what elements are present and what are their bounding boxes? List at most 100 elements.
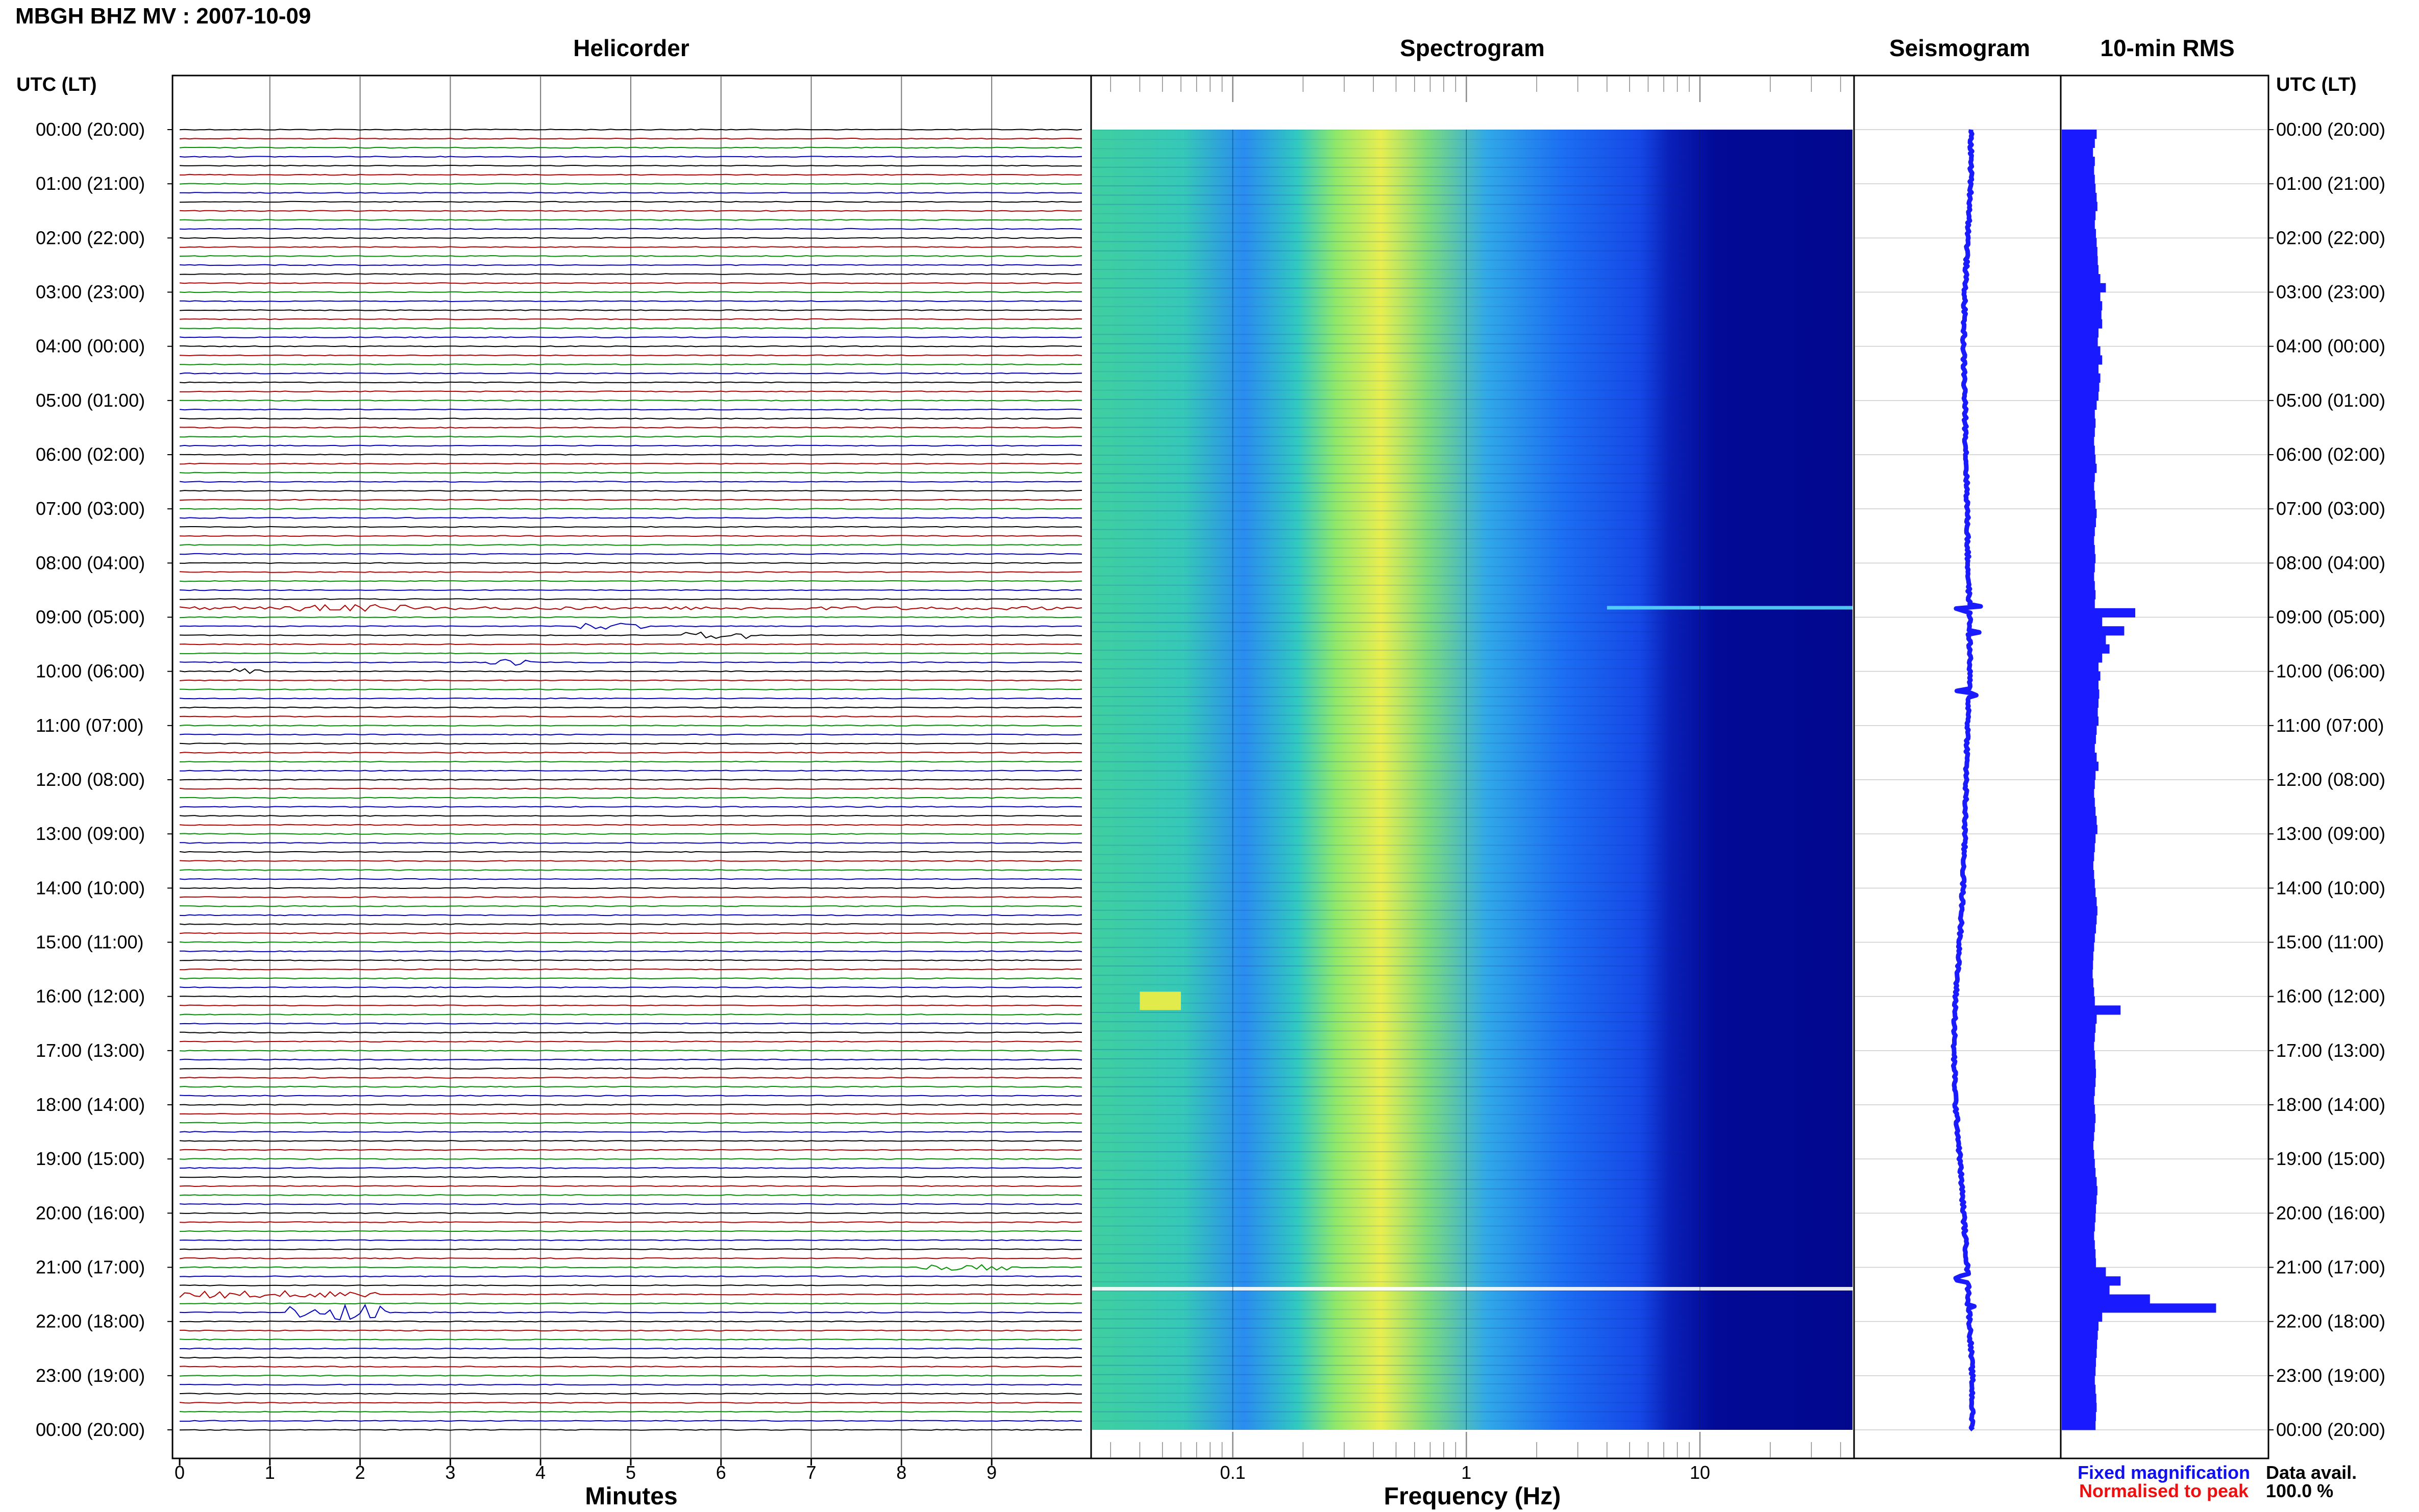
helicorder-trace <box>179 1303 1082 1321</box>
rms-bar <box>2062 942 2094 952</box>
helicorder-trace <box>179 995 1082 998</box>
rms-bar <box>2062 337 2098 347</box>
rms-bar <box>2062 274 2101 284</box>
spectrogram-bright-patch <box>1092 1286 1853 1291</box>
spectrogram-time-striation <box>1092 807 1686 809</box>
rms-bar <box>2062 635 2106 645</box>
legend-fixed-magnification: Fixed magnification <box>2078 1462 2250 1483</box>
seismogram-title: Seismogram <box>1889 35 2030 61</box>
time-label-right: 19:00 (15:00) <box>2276 1148 2385 1169</box>
spectrogram-time-striation <box>1092 176 1686 177</box>
helicorder-trace <box>179 219 1082 221</box>
spectrogram-time-striation <box>1092 984 1686 985</box>
spectrogram-time-striation <box>1092 1049 1686 1050</box>
spectrogram-time-striation <box>1092 873 1686 874</box>
spectrogram-time-striation <box>1092 1142 1686 1143</box>
rms-bar <box>2062 301 2103 311</box>
rms-bar <box>2062 888 2096 898</box>
rms-bar <box>2062 1384 2096 1394</box>
helicorder-trace <box>179 1275 1082 1278</box>
helicorder-xtick-label: 6 <box>716 1462 726 1483</box>
helicorder-trace <box>179 1356 1082 1359</box>
helicorder-trace <box>179 1194 1082 1196</box>
time-label-left: 14:00 (10:00) <box>36 877 145 898</box>
spectrogram-time-striation <box>1092 1309 1686 1310</box>
time-label-right: 10:00 (06:00) <box>2276 661 2385 682</box>
time-label-right: 00:00 (20:00) <box>2276 119 2385 140</box>
helicorder-trace <box>179 706 1082 709</box>
helicorder-trace <box>179 472 1082 474</box>
rms-bar <box>2062 743 2095 753</box>
rms-bar <box>2062 852 2094 861</box>
spectrogram-time-striation <box>1092 1021 1686 1023</box>
rms-bar <box>2062 1394 2096 1403</box>
spectrogram-time-striation <box>1092 761 1686 762</box>
time-label-left: 02:00 (22:00) <box>36 227 145 248</box>
helicorder-trace <box>179 1212 1082 1214</box>
time-label-right: 00:00 (20:00) <box>2276 1419 2385 1440</box>
helicorder-trace <box>179 535 1082 537</box>
spectrogram-time-striation <box>1092 1402 1686 1403</box>
rms-bar <box>2062 626 2125 636</box>
rms-bar <box>2062 1213 2096 1223</box>
rms-bar <box>2062 328 2099 338</box>
helicorder-trace <box>179 752 1082 754</box>
seismogram-frame <box>1853 75 2062 1459</box>
rms-bar <box>2062 1096 2094 1105</box>
rms-bar <box>2062 256 2098 265</box>
rms-bar <box>2062 364 2099 374</box>
helicorder-trace <box>179 1077 1082 1079</box>
rms-bar <box>2062 157 2095 166</box>
spectrogram-time-striation <box>1092 650 1686 651</box>
helicorder-trace <box>179 806 1082 808</box>
helicorder-trace <box>179 923 1082 925</box>
rms-bar <box>2062 473 2095 482</box>
spectrogram-time-striation <box>1092 733 1686 734</box>
helicorder-trace <box>179 1031 1082 1034</box>
rms-bar <box>2062 436 2094 446</box>
spectrogram-time-striation <box>1092 1374 1686 1375</box>
time-label-left: 05:00 (01:00) <box>36 390 145 411</box>
rms-bar <box>2062 662 2099 672</box>
rms-bar <box>2062 608 2135 617</box>
time-label-left: 08:00 (04:00) <box>36 552 145 573</box>
rms-bar <box>2062 716 2099 726</box>
time-label-right: 23:00 (19:00) <box>2276 1365 2385 1386</box>
spectrogram-time-striation <box>1092 1068 1686 1069</box>
spectrogram-time-striation <box>1092 557 1686 558</box>
helicorder-trace <box>179 1068 1082 1070</box>
spectrogram-time-striation <box>1092 482 1686 484</box>
time-label-right: 02:00 (22:00) <box>2276 227 2385 248</box>
rms-bar <box>2062 915 2097 925</box>
rms-bar <box>2062 861 2093 871</box>
helicorder-trace <box>179 1366 1082 1368</box>
helicorder-trace <box>179 1040 1082 1043</box>
helicorder-trace <box>179 1429 1082 1431</box>
time-label-right: 01:00 (21:00) <box>2276 173 2385 194</box>
helicorder-trace <box>179 1022 1082 1025</box>
spectrogram-time-striation <box>1092 1420 1686 1422</box>
rms-bar <box>2062 1069 2096 1078</box>
spectrogram-time-striation <box>1092 612 1686 614</box>
helicorder-xtick-label: 5 <box>626 1462 636 1483</box>
spectrogram-time-striation <box>1092 1300 1686 1301</box>
helicorder-trace <box>179 896 1082 898</box>
spectrogram-time-striation <box>1092 631 1686 632</box>
rms-bar <box>2062 834 2096 844</box>
time-label-left: 20:00 (16:00) <box>36 1202 145 1223</box>
helicorder-trace <box>179 327 1082 330</box>
time-label-left: 03:00 (23:00) <box>36 282 145 303</box>
helicorder-trace <box>179 1203 1082 1205</box>
rms-bar <box>2062 1303 2216 1313</box>
helicorder-trace <box>179 742 1082 745</box>
rms-bar <box>2062 1367 2096 1376</box>
helicorder-trace <box>179 770 1082 772</box>
helicorder-trace <box>179 499 1082 501</box>
spectrogram-time-striation <box>1092 139 1686 140</box>
legend-normalised-to-peak: Normalised to peak <box>2079 1480 2249 1501</box>
helicorder-xtick-label: 9 <box>986 1462 997 1483</box>
spectrogram-time-striation <box>1092 1198 1686 1199</box>
spectrogram-time-striation <box>1092 1327 1686 1329</box>
spectrogram-time-striation <box>1092 1170 1686 1171</box>
rms-bar <box>2062 788 2094 798</box>
